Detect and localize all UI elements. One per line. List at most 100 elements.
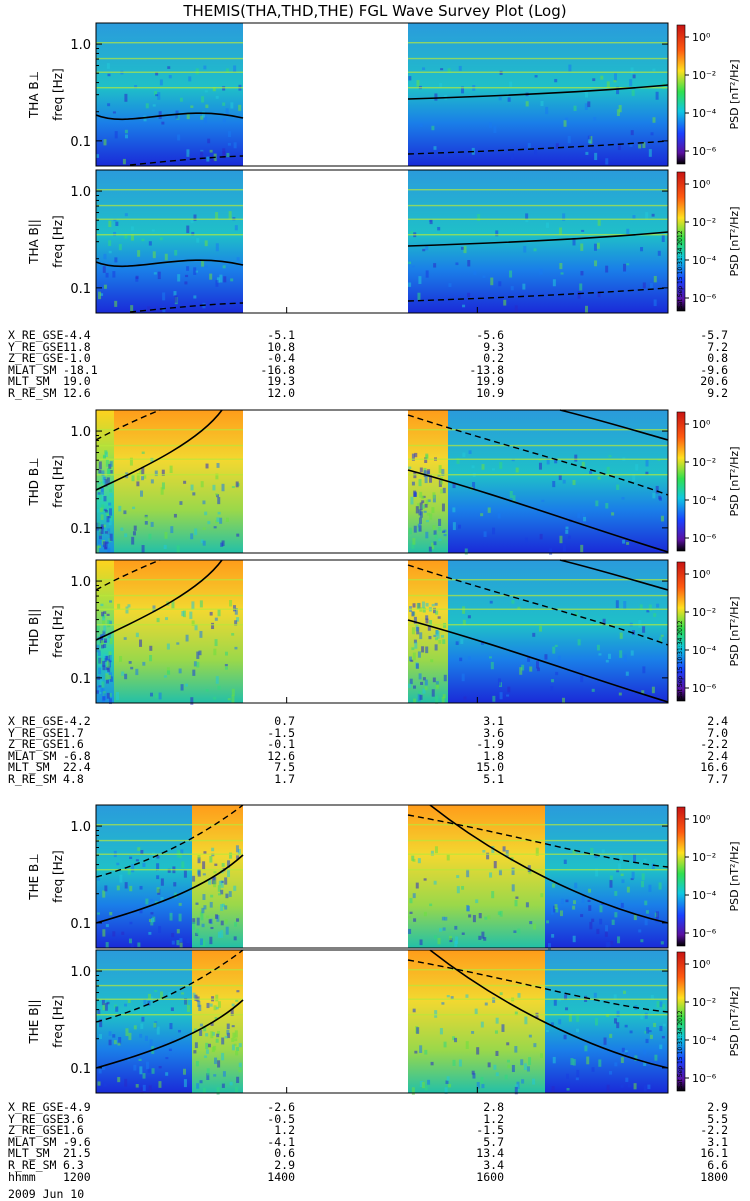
timestamp-label: Sat Sep 15 10:31:34 2012 bbox=[677, 620, 684, 699]
colorbar-tick-label: 10⁻² bbox=[692, 606, 716, 619]
spectrogram-texture bbox=[408, 189, 668, 314]
ephemeris-value: 1400 bbox=[267, 1169, 295, 1184]
ephemeris-value: 21.5 bbox=[63, 1146, 91, 1161]
ephemeris-value: 6.6 bbox=[707, 1157, 728, 1172]
ephemeris-value: -4.2 bbox=[63, 714, 91, 728]
colorbar-tick-label: 10⁻⁶ bbox=[692, 292, 717, 305]
colorbar-tick-label: 10⁻⁴ bbox=[692, 494, 717, 507]
fci-line bbox=[95, 559, 161, 591]
spectrogram-segment bbox=[408, 805, 545, 948]
ephemeris-value: 7.7 bbox=[707, 771, 728, 786]
ephemeris-label: MLT_SM bbox=[8, 760, 50, 775]
colorbar-tick-label: 10⁻² bbox=[692, 456, 716, 469]
fce-line bbox=[95, 999, 244, 1069]
colorbar-tick-label: 10⁻² bbox=[692, 851, 716, 864]
spectrogram-texture bbox=[192, 824, 243, 947]
ephemeris-value: 1200 bbox=[63, 1169, 91, 1184]
spectrogram-texture bbox=[448, 579, 668, 704]
fce-line bbox=[407, 231, 669, 247]
fci-line bbox=[95, 949, 244, 1023]
ephemeris-value: 13.4 bbox=[476, 1146, 504, 1161]
y-tick-label: 0.1 bbox=[70, 522, 91, 537]
ephemeris-value: 2.4 bbox=[707, 714, 728, 728]
ephemeris-label: hhmm bbox=[8, 1169, 36, 1184]
ephemeris-row: MLAT_SM -9.6 -4.1 5.7 3.1 bbox=[8, 1134, 728, 1149]
y-tick-label: 0.1 bbox=[70, 135, 91, 150]
ephemeris-value: 5.5 bbox=[707, 1111, 728, 1126]
panel-ylabel-freq: freq [Hz] bbox=[51, 995, 65, 1047]
fci-line bbox=[95, 409, 161, 441]
spectrogram-texture bbox=[545, 824, 668, 952]
ephemeris-row: R_RE_SM 4.8 1.7 5.1 7.7 bbox=[8, 771, 728, 786]
ephemeris-value: 0.6 bbox=[274, 1146, 295, 1161]
ephemeris-value: 10.8 bbox=[267, 339, 295, 354]
spectrogram-segment bbox=[96, 170, 243, 313]
ephemeris-label: Y_RE_GSE bbox=[8, 1111, 64, 1126]
colorbar-tick-label: 10⁰ bbox=[692, 178, 711, 191]
y-tick-label: 0.1 bbox=[70, 672, 91, 687]
spectrogram-texture bbox=[408, 824, 545, 947]
ephemeris-value: -9.6 bbox=[700, 362, 728, 377]
ephemeris-value: -1.9 bbox=[476, 737, 504, 752]
colorbar-tick-label: 10⁰ bbox=[692, 958, 711, 971]
panel-ylabel: THE B|| bbox=[27, 999, 41, 1044]
colorbar-tick-label: 10⁻⁴ bbox=[692, 107, 717, 120]
ephemeris-value: -9.6 bbox=[63, 1134, 91, 1149]
ephemeris-label: MLT_SM bbox=[8, 374, 50, 389]
ephemeris-value: 1600 bbox=[476, 1169, 504, 1184]
ephemeris-value: -0.5 bbox=[267, 1111, 295, 1126]
spectrogram-texture bbox=[96, 429, 114, 554]
ephemeris-value: 3.1 bbox=[707, 1134, 728, 1149]
y-tick-label: 1.0 bbox=[70, 38, 91, 53]
colorbar bbox=[676, 951, 686, 1092]
spectrogram-segment bbox=[448, 410, 668, 553]
spectrogram-texture bbox=[96, 824, 192, 949]
ephemeris-value: 20.6 bbox=[700, 374, 728, 389]
ephemeris-row: Y_RE_GSE 3.6 -0.5 1.2 5.5 bbox=[8, 1111, 728, 1126]
ephemeris-value: 12.6 bbox=[267, 748, 295, 763]
colorbar-label: PSD [nT²/Hz] bbox=[728, 206, 741, 276]
fci-line bbox=[407, 287, 669, 302]
ephemeris-row: R_RE_SM 12.6 12.0 10.9 9.2 bbox=[8, 385, 728, 400]
fci-line bbox=[407, 564, 669, 646]
panel-ylabel: THA B⊥ bbox=[27, 71, 41, 119]
ephemeris-label: Y_RE_GSE bbox=[8, 339, 64, 354]
spectrogram-segment bbox=[192, 950, 243, 1093]
panel-ylabel-freq: freq [Hz] bbox=[51, 605, 65, 657]
colorbar bbox=[676, 171, 686, 312]
fce-line bbox=[95, 559, 223, 641]
ephemeris-label: X_RE_GSE bbox=[8, 714, 64, 728]
ephemeris-value: 9.2 bbox=[707, 385, 728, 400]
ephemeris-row: Z_RE_GSE 1.6 1.2 -1.5 -2.2 bbox=[8, 1125, 728, 1137]
ephemeris-label: X_RE_GSE bbox=[8, 328, 64, 342]
data-gap bbox=[243, 950, 408, 1093]
ephemeris-row: Y_RE_GSE 1.7 -1.5 3.6 7.0 bbox=[8, 725, 728, 740]
timestamp-label: Sat Sep 15 10:31:34 2012 bbox=[677, 1010, 684, 1089]
colorbar-tick-label: 10⁻² bbox=[692, 69, 716, 82]
ephemeris-label: Z_RE_GSE bbox=[8, 737, 64, 752]
ephemeris-label: MLAT_SM bbox=[8, 362, 57, 377]
ephemeris-row: Z_RE_GSE -1.0 -0.4 0.2 0.8 bbox=[8, 353, 728, 365]
ephemeris-block-thd: X_RE_GSE -4.2 0.7 3.1 2.4 Y_RE_GSE 1.7 -1.5 3.6 7… bbox=[8, 714, 728, 786]
panel-ylabel-freq: freq [Hz] bbox=[51, 850, 65, 902]
colorbar-label: PSD [nT²/Hz] bbox=[728, 841, 741, 911]
ephemeris-value: 4.8 bbox=[63, 771, 84, 786]
spectrogram-texture bbox=[96, 969, 192, 1094]
ephemeris-value: -4.4 bbox=[63, 328, 91, 342]
data-gap bbox=[243, 410, 408, 553]
timestamp-label: Sat Sep 15 10:31:34 2012 bbox=[677, 230, 684, 309]
colorbar-tick-label: 10⁰ bbox=[692, 813, 711, 826]
fci-line bbox=[407, 959, 669, 1013]
y-tick-label: 0.1 bbox=[70, 282, 91, 297]
ephemeris-value: -1.5 bbox=[267, 725, 295, 740]
colorbar bbox=[676, 561, 686, 702]
colorbar-tick-label: 10⁻⁶ bbox=[692, 145, 717, 158]
ephemeris-value: 3.6 bbox=[483, 725, 504, 740]
ephemeris-value: -18.1 bbox=[63, 362, 98, 377]
panel-ylabel: THA B|| bbox=[27, 219, 41, 265]
ephemeris-value: 19.9 bbox=[476, 374, 504, 389]
fce-line bbox=[95, 259, 244, 268]
colorbar-tick-label: 10⁰ bbox=[692, 418, 711, 431]
panel-ylabel: THE B⊥ bbox=[27, 853, 41, 900]
colorbar-label: PSD [nT²/Hz] bbox=[728, 446, 741, 516]
